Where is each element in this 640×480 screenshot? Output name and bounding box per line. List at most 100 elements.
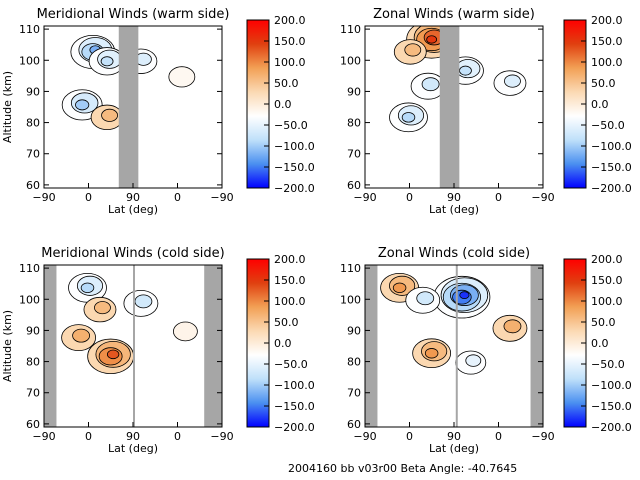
contour-level xyxy=(459,65,472,76)
x-tick-label: 90 xyxy=(447,430,461,443)
y-tick-label: 90 xyxy=(347,324,361,337)
colorbar-tick-label: −100.0 xyxy=(591,140,632,153)
plot-area xyxy=(61,26,196,188)
colorbar-tick-label: 200.0 xyxy=(274,14,306,27)
contour-level xyxy=(392,282,407,294)
contour-feature-2 xyxy=(61,324,96,352)
x-tick-label: 0 xyxy=(406,430,413,443)
x-tick-label: −90 xyxy=(531,430,554,443)
panel-title: Meridional Winds (cold side) xyxy=(41,246,224,261)
x-tick-label: −90 xyxy=(210,191,233,204)
colorbar-tick-label: 50.0 xyxy=(274,77,299,90)
x-tick-label: 0 xyxy=(174,191,181,204)
plot-area xyxy=(44,265,222,427)
data-gap-band xyxy=(439,26,460,188)
x-axis-label: Lat (deg) xyxy=(108,203,158,216)
colorbar-tick-label: −50.0 xyxy=(591,358,625,371)
x-tick-label: 0 xyxy=(495,191,502,204)
colorbar-tick-label: 150.0 xyxy=(591,274,623,287)
colorbar-tick-label: −150.0 xyxy=(591,400,632,413)
contour-level xyxy=(465,354,482,367)
contour-level xyxy=(503,319,522,334)
contour-level xyxy=(404,43,422,57)
colorbar-tick-label: 50.0 xyxy=(591,77,616,90)
colorbar-tick-label: −150.0 xyxy=(591,161,632,174)
contour-feature-4 xyxy=(410,72,446,100)
contour-level xyxy=(421,77,440,92)
colorbar-tick-label: −200.0 xyxy=(591,421,632,434)
colorbar-tick-label: −100.0 xyxy=(274,140,315,153)
colorbar-tick-label: 0.0 xyxy=(591,337,609,350)
contour-level xyxy=(416,291,435,306)
contour-level xyxy=(424,348,439,359)
x-tick-label: −90 xyxy=(531,191,554,204)
colorbar-tick-label: −100.0 xyxy=(274,379,315,392)
contour-level xyxy=(94,301,111,315)
contour-feature-6 xyxy=(455,350,487,375)
y-tick-label: 100 xyxy=(19,293,40,306)
panel-1: Meridional Winds (warm side) 60 70 80 90 100 1… xyxy=(1,7,315,216)
colorbar-tick-label: 150.0 xyxy=(274,35,306,48)
y-tick-label: 100 xyxy=(19,54,40,67)
colorbar-tick-label: −50.0 xyxy=(274,119,308,132)
contour-level xyxy=(106,349,120,360)
contour-feature-5 xyxy=(90,104,124,131)
data-gap-band xyxy=(133,265,135,427)
y-tick-label: 60 xyxy=(347,418,361,431)
colorbar: 200.0 150.0 100.0 50.0 0.0 −50.0 −100.0 −150.0 −… xyxy=(246,14,315,195)
colorbar-tick-label: 50.0 xyxy=(591,316,616,329)
panel-3: Meridional Winds (cold side) 60 70 80 90 100 1… xyxy=(1,246,315,455)
contour-feature-5 xyxy=(492,314,528,342)
contour-feature-1 xyxy=(87,338,135,375)
contour-feature-6 xyxy=(168,66,196,88)
y-tick-label: 110 xyxy=(19,262,40,275)
colorbar: 200.0 150.0 100.0 50.0 0.0 −50.0 −100.0 −150.0 −… xyxy=(246,253,315,434)
y-axis-label: Altitude (km) xyxy=(1,310,14,382)
colorbar-tick-label: 50.0 xyxy=(274,316,299,329)
colorbar-tick-label: 0.0 xyxy=(274,337,292,350)
colorbar-tick-label: 0.0 xyxy=(274,98,292,111)
contour-feature-6 xyxy=(172,321,198,342)
y-tick-label: 70 xyxy=(347,387,361,400)
y-tick-label: 100 xyxy=(340,54,361,67)
contour-level xyxy=(100,56,114,67)
x-tick-label: 90 xyxy=(126,430,140,443)
contour-level xyxy=(172,321,198,342)
colorbar-tick-label: −50.0 xyxy=(274,358,308,371)
colorbar: 200.0 150.0 100.0 50.0 0.0 −50.0 −100.0 −150.0 −… xyxy=(563,14,632,195)
contour-feature-2 xyxy=(393,39,427,65)
y-axis-label: Altitude (km) xyxy=(1,71,14,143)
data-gap-band xyxy=(118,26,139,188)
colorbar-tick-label: −200.0 xyxy=(591,182,632,195)
contour-level xyxy=(75,99,90,111)
contour-feature-5 xyxy=(83,296,117,323)
data-gap-band xyxy=(530,265,543,427)
colorbar-tick-label: 100.0 xyxy=(274,295,306,308)
y-tick-label: 70 xyxy=(26,148,40,161)
x-tick-label: 0 xyxy=(174,430,181,443)
colorbar-tick-label: −200.0 xyxy=(274,182,315,195)
contour-level xyxy=(426,35,438,44)
footer-label: 2004160 bb v03r00 Beta Angle: -40.7645 xyxy=(288,462,517,475)
contour-level xyxy=(101,108,118,122)
contour-feature-3 xyxy=(88,47,126,76)
x-tick-label: −90 xyxy=(32,191,55,204)
y-tick-label: 90 xyxy=(26,85,40,98)
data-gap-band xyxy=(455,265,458,427)
x-tick-label: −90 xyxy=(210,430,233,443)
contour-feature-4 xyxy=(123,289,159,317)
x-axis-label: Lat (deg) xyxy=(429,442,479,455)
y-tick-label: 80 xyxy=(26,117,40,130)
data-gap-band xyxy=(44,265,57,427)
contour-level xyxy=(80,282,95,294)
y-tick-label: 60 xyxy=(26,179,40,192)
colorbar-tick-label: −50.0 xyxy=(591,119,625,132)
colorbar-tick-label: 100.0 xyxy=(591,295,623,308)
y-tick-label: 70 xyxy=(26,387,40,400)
y-tick-label: 70 xyxy=(347,148,361,161)
plot-area xyxy=(389,26,527,188)
y-tick-label: 110 xyxy=(340,23,361,36)
contour-level xyxy=(72,328,90,343)
colorbar-tick-label: 200.0 xyxy=(274,253,306,266)
x-tick-label: 0 xyxy=(85,191,92,204)
